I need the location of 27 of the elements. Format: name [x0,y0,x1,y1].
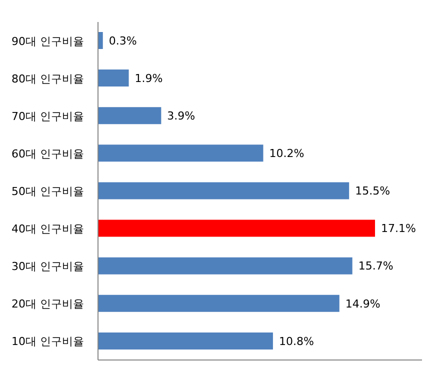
y-tick-label: 80대 인구비율 [12,72,84,86]
bar [98,182,350,200]
data-label: 10.8% [278,334,314,348]
data-label: 17.1% [381,222,416,236]
data-label: 3.9% [167,110,196,123]
data-label: 15.5% [355,184,390,198]
bar [98,107,162,124]
y-tick-label: 10대 인구비율 [12,335,84,348]
data-label: 15.7% [358,260,394,273]
y-tick-label: 30대 인구비율 [12,260,84,274]
bar [98,257,352,274]
y-tick-label: 70대 인구비율 [12,110,84,123]
bar [98,70,129,87]
y-tick-label: 40대 인구비율 [12,222,84,236]
y-tick-label: 60대 인구비율 [12,147,84,160]
y-tick-label: 20대 인구비율 [12,298,84,311]
data-label: 14.9% [345,297,380,310]
bar [98,220,376,237]
bar [98,294,340,312]
y-tick-label: 90대 인구비율 [12,34,84,48]
bar [98,332,273,350]
bar [98,144,264,162]
data-label: 10.2% [269,147,304,160]
y-tick-label: 50대 인구비율 [12,185,84,198]
bar [98,32,103,49]
data-label: 0.3% [108,34,137,48]
data-label: 1.9% [134,72,163,85]
